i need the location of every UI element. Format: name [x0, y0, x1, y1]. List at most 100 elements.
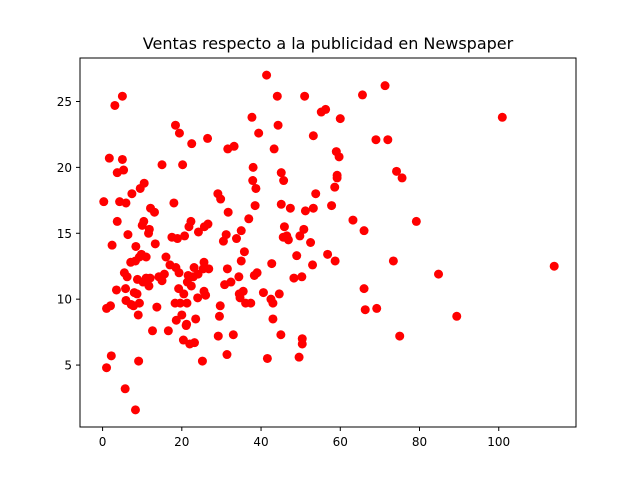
data-point-55 — [157, 160, 167, 170]
data-point-141 — [268, 298, 278, 308]
y-axis: 5 10 15 20 25 — [57, 95, 80, 373]
data-point-186 — [360, 305, 370, 315]
data-point-138 — [262, 353, 272, 363]
data-point-32 — [133, 310, 143, 320]
data-point-30 — [132, 289, 142, 299]
data-point-98 — [201, 290, 211, 300]
data-point-56 — [159, 269, 169, 279]
data-point-128 — [247, 112, 257, 122]
data-point-199 — [549, 261, 559, 271]
data-point-185 — [359, 284, 369, 294]
data-point-29 — [131, 241, 141, 251]
data-point-179 — [332, 170, 342, 180]
data-point-158 — [294, 352, 304, 362]
data-point-84 — [186, 281, 196, 291]
data-point-72 — [178, 160, 188, 170]
data-point-175 — [330, 182, 340, 192]
x-tick-label: 0 — [99, 435, 107, 449]
data-point-114 — [226, 277, 236, 287]
data-point-8 — [111, 285, 121, 295]
data-point-3 — [104, 153, 114, 163]
data-point-74 — [179, 289, 189, 299]
data-point-165 — [300, 206, 310, 216]
y-tick-label: 20 — [57, 161, 72, 175]
y-tick-label: 10 — [57, 293, 72, 307]
data-point-132 — [250, 201, 260, 211]
data-point-34 — [134, 298, 144, 308]
data-point-109 — [221, 230, 231, 240]
data-point-2 — [102, 363, 112, 373]
data-point-66 — [172, 234, 182, 244]
data-point-143 — [269, 144, 279, 154]
data-point-42 — [141, 252, 151, 262]
data-point-159 — [295, 231, 305, 241]
data-point-133 — [251, 183, 261, 193]
data-point-122 — [236, 256, 246, 266]
data-point-190 — [383, 135, 393, 145]
data-point-58 — [163, 326, 173, 336]
data-point-151 — [279, 176, 289, 186]
data-point-117 — [231, 234, 241, 244]
data-point-180 — [334, 152, 344, 162]
data-point-181 — [335, 114, 345, 124]
data-point-105 — [215, 301, 225, 311]
data-point-184 — [359, 226, 369, 236]
data-point-124 — [239, 247, 249, 257]
data-point-193 — [395, 331, 405, 341]
data-point-41 — [139, 178, 149, 188]
data-point-13 — [117, 154, 127, 164]
data-point-51 — [150, 239, 160, 249]
data-point-189 — [380, 81, 390, 91]
data-point-68 — [174, 268, 184, 278]
data-point-130 — [248, 162, 258, 172]
data-point-144 — [272, 91, 282, 101]
data-point-4 — [106, 301, 115, 311]
data-point-167 — [308, 260, 318, 270]
data-point-154 — [283, 235, 293, 245]
data-point-137 — [262, 70, 272, 80]
data-point-118 — [234, 272, 244, 282]
data-point-162 — [297, 339, 307, 349]
data-point-196 — [434, 269, 444, 279]
data-point-121 — [236, 226, 246, 236]
data-point-146 — [274, 289, 284, 299]
data-point-70 — [175, 298, 185, 308]
data-point-187 — [371, 135, 381, 145]
data-point-87 — [189, 263, 199, 273]
data-point-47 — [145, 273, 155, 283]
data-point-50 — [149, 207, 159, 217]
data-point-40 — [139, 216, 149, 226]
data-point-6 — [107, 240, 117, 250]
y-tick-label: 25 — [57, 95, 72, 109]
data-point-136 — [258, 288, 268, 298]
data-point-106 — [216, 194, 226, 204]
data-point-110 — [222, 350, 232, 360]
data-point-78 — [182, 298, 192, 308]
data-point-5 — [106, 351, 116, 361]
data-point-52 — [152, 302, 162, 312]
data-point-115 — [228, 330, 238, 340]
data-point-149 — [276, 199, 286, 209]
data-point-27 — [130, 405, 140, 415]
data-point-57 — [161, 252, 171, 262]
data-point-172 — [321, 104, 331, 114]
data-point-195 — [411, 216, 421, 226]
data-point-24 — [127, 189, 137, 199]
data-point-156 — [289, 273, 299, 283]
data-point-168 — [308, 131, 318, 141]
data-points — [99, 70, 559, 415]
data-point-155 — [285, 203, 295, 213]
x-tick-label: 20 — [174, 435, 189, 449]
data-point-101 — [204, 264, 214, 274]
data-point-173 — [323, 249, 333, 259]
data-point-176 — [330, 256, 340, 266]
data-point-49 — [148, 326, 157, 336]
data-point-182 — [348, 215, 358, 225]
data-point-93 — [197, 356, 207, 366]
data-point-18 — [121, 198, 131, 208]
data-point-9 — [112, 216, 122, 226]
data-point-77 — [182, 319, 192, 329]
data-point-12 — [117, 91, 127, 101]
data-point-164 — [300, 91, 310, 101]
